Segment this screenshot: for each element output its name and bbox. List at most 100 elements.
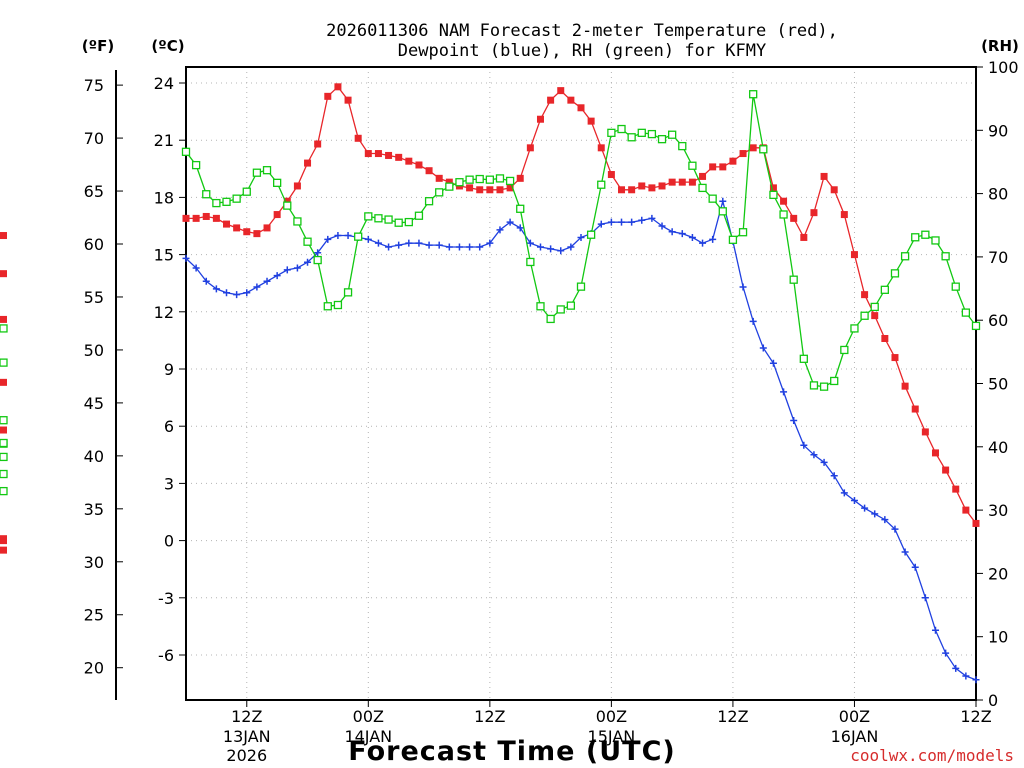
temperature-point (334, 83, 342, 91)
rh-point (617, 124, 626, 134)
rh-series (0, 90, 981, 496)
rh-point (718, 207, 727, 216)
dewpoint-point (790, 416, 798, 424)
celsius-tick-label: -6 (158, 646, 174, 665)
rh-point (566, 301, 576, 310)
time-tick-date-label: 16JAN (831, 727, 879, 746)
dewpoint-point (374, 239, 382, 247)
temperature-point (901, 382, 909, 390)
rh-point (252, 168, 262, 177)
rh-point (627, 133, 636, 142)
rh-point (0, 358, 8, 367)
celsius-tick-label: 18 (154, 188, 174, 207)
temperature-point (385, 151, 393, 159)
dewpoint-point (395, 241, 403, 249)
temperature-point (324, 92, 332, 100)
dewpoint-point (658, 222, 666, 230)
temperature-point (364, 150, 372, 158)
rh-point (0, 416, 8, 425)
fahrenheit-tick-label: 50 (84, 341, 104, 360)
celsius-tick-label: 12 (154, 303, 174, 322)
temperature-point (202, 212, 210, 220)
temperature-point (516, 174, 524, 182)
temperature-point (739, 150, 747, 158)
fahrenheit-tick-label: 30 (84, 553, 104, 572)
temperature-point (253, 230, 261, 238)
rh-point (637, 128, 646, 137)
temperature-point (648, 184, 656, 192)
rh-point (445, 182, 454, 191)
rh-point (890, 269, 900, 278)
temperature-point (658, 182, 666, 190)
time-tick-label: 12Z (474, 707, 505, 726)
dewpoint-point (212, 285, 220, 293)
dewpoint-point (759, 344, 767, 352)
rh-point (394, 218, 403, 227)
dewpoint-point (810, 451, 818, 459)
celsius-axis: 24 21 18 15 12 9 6 3 0 -3 -6 (154, 74, 186, 665)
temperature-point (911, 405, 919, 413)
rh-point (354, 232, 363, 241)
series-layer (0, 83, 981, 684)
rh-point (414, 211, 424, 220)
rh-point (374, 214, 383, 223)
temperature-point (374, 150, 382, 158)
temperature-point (486, 186, 494, 194)
dewpoint-point (749, 317, 757, 325)
dewpoint-point (840, 489, 848, 497)
dewpoint-point (618, 218, 626, 226)
dewpoint-point (830, 472, 838, 480)
rh-point (0, 486, 8, 496)
dewpoint-point (425, 241, 433, 249)
rh-point (971, 321, 981, 331)
time-tick-year-label: 2026 (226, 746, 267, 765)
temperature-point (709, 163, 717, 171)
temperature-point (476, 186, 484, 194)
temperature-point (820, 172, 828, 180)
time-tick-date-label: 15JAN (588, 727, 636, 746)
dewpoint-point (293, 264, 301, 272)
temperature-point (0, 426, 7, 434)
celsius-tick-label: 3 (164, 474, 174, 493)
dewpoint-point (972, 676, 980, 684)
rh-point (0, 469, 8, 479)
rh-point (586, 230, 596, 239)
dewpoint-point (699, 239, 707, 247)
dewpoint-point (911, 563, 919, 571)
rh-point (678, 141, 687, 151)
rh-point (688, 161, 697, 170)
temperature-point (344, 96, 352, 104)
dewpoint-point (516, 224, 524, 232)
celsius-tick-label: 21 (154, 131, 174, 150)
dewpoint-point (233, 291, 241, 299)
temperature-point (466, 184, 474, 192)
dewpoint-point (526, 239, 534, 247)
rh-point (495, 174, 505, 183)
fahrenheit-axis: 75 70 65 60 55 50 45 40 35 30 25 20 (84, 70, 123, 700)
rh-point (333, 300, 343, 310)
celsius-tick-label: -3 (158, 589, 174, 608)
temperature-point (810, 209, 818, 217)
dewpoint-point (405, 239, 413, 247)
temperature-point (526, 144, 534, 152)
temperature-point (567, 96, 575, 104)
rh-point (911, 233, 920, 242)
dewpoint-point (536, 243, 544, 251)
unit-label-celsius: (ºC) (151, 37, 184, 55)
rh-point (505, 176, 515, 186)
rh-point (668, 130, 677, 139)
rh-point (526, 257, 535, 267)
rh-tick-label: 80 (988, 185, 1008, 204)
rh-point (657, 135, 667, 144)
temperature-point (405, 157, 413, 165)
temperature-point (0, 378, 7, 386)
rh-point (597, 180, 606, 189)
rh-point (880, 285, 889, 294)
temperature-point (678, 178, 686, 186)
x-axis-label: Forecast Time (UTC) (348, 736, 675, 767)
temperature-point (699, 172, 707, 180)
temperature-point (496, 186, 504, 194)
dewpoint-point (273, 272, 281, 280)
temperature-point (577, 104, 585, 112)
